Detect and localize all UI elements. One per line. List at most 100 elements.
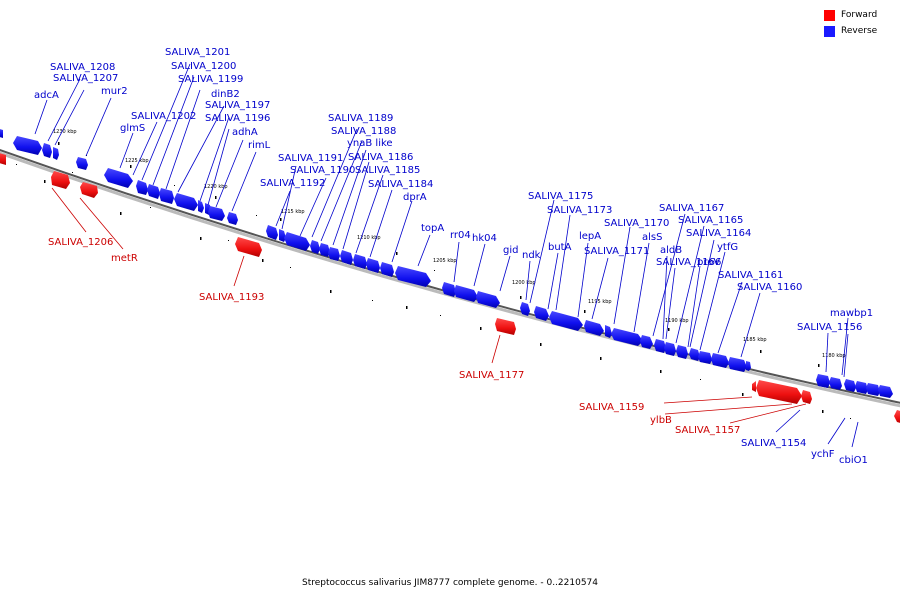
gene-arrow bbox=[227, 212, 238, 225]
gene-arrow bbox=[104, 168, 133, 188]
genome-backbone-shadow bbox=[0, 151, 900, 408]
gene-label: glmS bbox=[120, 123, 145, 134]
gene-arrow bbox=[584, 320, 604, 336]
gene-arrow bbox=[878, 385, 893, 398]
gene-arrow bbox=[340, 250, 353, 265]
gene-arrow bbox=[0, 129, 3, 138]
gene-label: hk04 bbox=[472, 233, 497, 244]
gene-arrow bbox=[310, 240, 320, 254]
gene-arrow bbox=[198, 200, 204, 213]
gene-label: ynaB like bbox=[347, 138, 393, 149]
gene-label: SALIVA_1160 bbox=[737, 282, 802, 293]
gene-arrow bbox=[689, 348, 700, 361]
gene-label: dinB2 bbox=[211, 89, 240, 100]
gene-label: SALIVA_1206 bbox=[48, 237, 113, 248]
gene-label: adcA bbox=[34, 90, 59, 101]
forward-genes bbox=[0, 153, 900, 423]
gene-arrow bbox=[136, 180, 148, 195]
gene-arrow bbox=[676, 345, 688, 359]
tick-label: 1185 kbp bbox=[743, 337, 767, 343]
gene-label: SALIVA_1186 bbox=[348, 152, 413, 163]
gene-label: proV bbox=[697, 257, 720, 268]
gene-label: SALIVA_1166 bbox=[656, 257, 721, 268]
gene-arrow bbox=[756, 380, 802, 404]
gene-arrow bbox=[640, 335, 653, 349]
gene-arrow bbox=[816, 374, 830, 388]
gene-label: ndk bbox=[522, 250, 541, 261]
gene-arrow bbox=[534, 306, 549, 321]
gene-label: ylbB bbox=[650, 415, 672, 426]
gene-label: rimL bbox=[248, 140, 271, 151]
gene-label: alsS bbox=[642, 232, 662, 243]
gene-arrow bbox=[495, 318, 516, 335]
gene-arrow bbox=[549, 311, 583, 331]
gene-arrow bbox=[366, 258, 380, 273]
gene-label: SALIVA_1185 bbox=[355, 165, 420, 176]
gene-arrow bbox=[829, 377, 842, 390]
gene-arrow bbox=[13, 136, 42, 155]
gene-label: topA bbox=[421, 223, 444, 234]
gene-label: SALIVA_1200 bbox=[171, 61, 236, 72]
gene-label: SALIVA_1159 bbox=[579, 402, 644, 413]
gene-label: SALIVA_1170 bbox=[604, 218, 669, 229]
gene-arrow bbox=[328, 247, 340, 261]
gene-arrow bbox=[664, 342, 676, 356]
tick-label: 1200 kbp bbox=[512, 280, 536, 286]
gene-label: SALIVA_1202 bbox=[131, 111, 196, 122]
gene-label: mawbp1 bbox=[830, 308, 873, 319]
gene-label: SALIVA_1193 bbox=[199, 292, 264, 303]
gene-arrow bbox=[801, 390, 812, 404]
gene-label: SALIVA_1207 bbox=[53, 73, 118, 84]
gene-arrow bbox=[284, 232, 310, 251]
gene-arrow bbox=[654, 339, 666, 353]
gene-label: mur2 bbox=[101, 86, 128, 97]
gene-arrow bbox=[752, 381, 756, 392]
gene-label: SALIVA_1199 bbox=[178, 74, 243, 85]
gene-label: SALIVA_1184 bbox=[368, 179, 433, 190]
gene-arrow bbox=[728, 357, 747, 372]
gene-label: SALIVA_1167 bbox=[659, 203, 724, 214]
tick-label: 1215 kbp bbox=[281, 209, 305, 215]
tick-label: 1225 kbp bbox=[125, 158, 149, 164]
legend-item-forward: Forward bbox=[824, 8, 892, 22]
tick-dots bbox=[16, 142, 851, 419]
gene-label: lepA bbox=[579, 231, 601, 242]
kbp-tick-labels: 1230 kbp 1225 kbp 1220 kbp 1215 kbp 1210… bbox=[53, 129, 846, 359]
gene-arrow bbox=[353, 254, 367, 269]
gene-arrow bbox=[866, 383, 880, 396]
gene-label: dprA bbox=[403, 192, 427, 203]
tick-label: 1220 kbp bbox=[204, 184, 228, 190]
gene-label: cbiO1 bbox=[839, 455, 868, 466]
gene-label: SALIVA_1154 bbox=[741, 438, 806, 449]
tick-label: 1195 kbp bbox=[588, 299, 612, 305]
gene-label: SALIVA_1192 bbox=[260, 178, 325, 189]
gene-label: SALIVA_1196 bbox=[205, 113, 270, 124]
gene-arrow bbox=[711, 353, 729, 368]
tick-label: 1190 kbp bbox=[665, 318, 689, 324]
gene-arrow bbox=[476, 291, 500, 308]
gene-label: SALIVA_1191 bbox=[278, 153, 343, 164]
gene-arrow bbox=[42, 143, 52, 158]
forward-leader-lines bbox=[51, 187, 807, 424]
legend-item-reverse: Reverse bbox=[824, 24, 892, 38]
gene-label: SALIVA_1189 bbox=[328, 113, 393, 124]
gene-arrow bbox=[746, 361, 751, 371]
gene-label: SALIVA_1197 bbox=[205, 100, 270, 111]
gene-label: SALIVA_1188 bbox=[331, 126, 396, 137]
reverse-gene-labels: adcA SALIVA_1208 SALIVA_1207 mur2 SALIVA… bbox=[34, 47, 873, 466]
gene-arrow bbox=[0, 153, 6, 165]
gene-arrow bbox=[894, 410, 900, 423]
gene-label: SALIVA_1177 bbox=[459, 370, 524, 381]
gene-arrow bbox=[698, 351, 712, 364]
legend-label: Reverse bbox=[841, 26, 878, 36]
gene-label: SALIVA_1161 bbox=[718, 270, 783, 281]
gene-label: SALIVA_1208 bbox=[50, 62, 115, 73]
figure-caption: Streptococcus salivarius JIM8777 complet… bbox=[302, 578, 598, 588]
gene-arrow bbox=[53, 147, 59, 160]
gene-arrow bbox=[855, 381, 868, 394]
gene-arrow bbox=[159, 188, 174, 204]
tick-label: 1210 kbp bbox=[357, 235, 381, 241]
gene-label: metR bbox=[111, 253, 138, 264]
gene-arrow bbox=[174, 193, 198, 211]
gene-label: SALIVA_1190 bbox=[290, 165, 355, 176]
